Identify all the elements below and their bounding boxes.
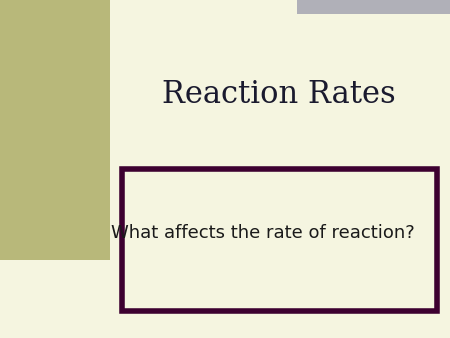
Bar — [0, 0, 110, 260]
Text: What affects the rate of reaction?: What affects the rate of reaction? — [112, 224, 415, 242]
Bar — [297, 0, 450, 14]
Bar — [122, 169, 436, 311]
Text: Reaction Rates: Reaction Rates — [162, 79, 396, 110]
